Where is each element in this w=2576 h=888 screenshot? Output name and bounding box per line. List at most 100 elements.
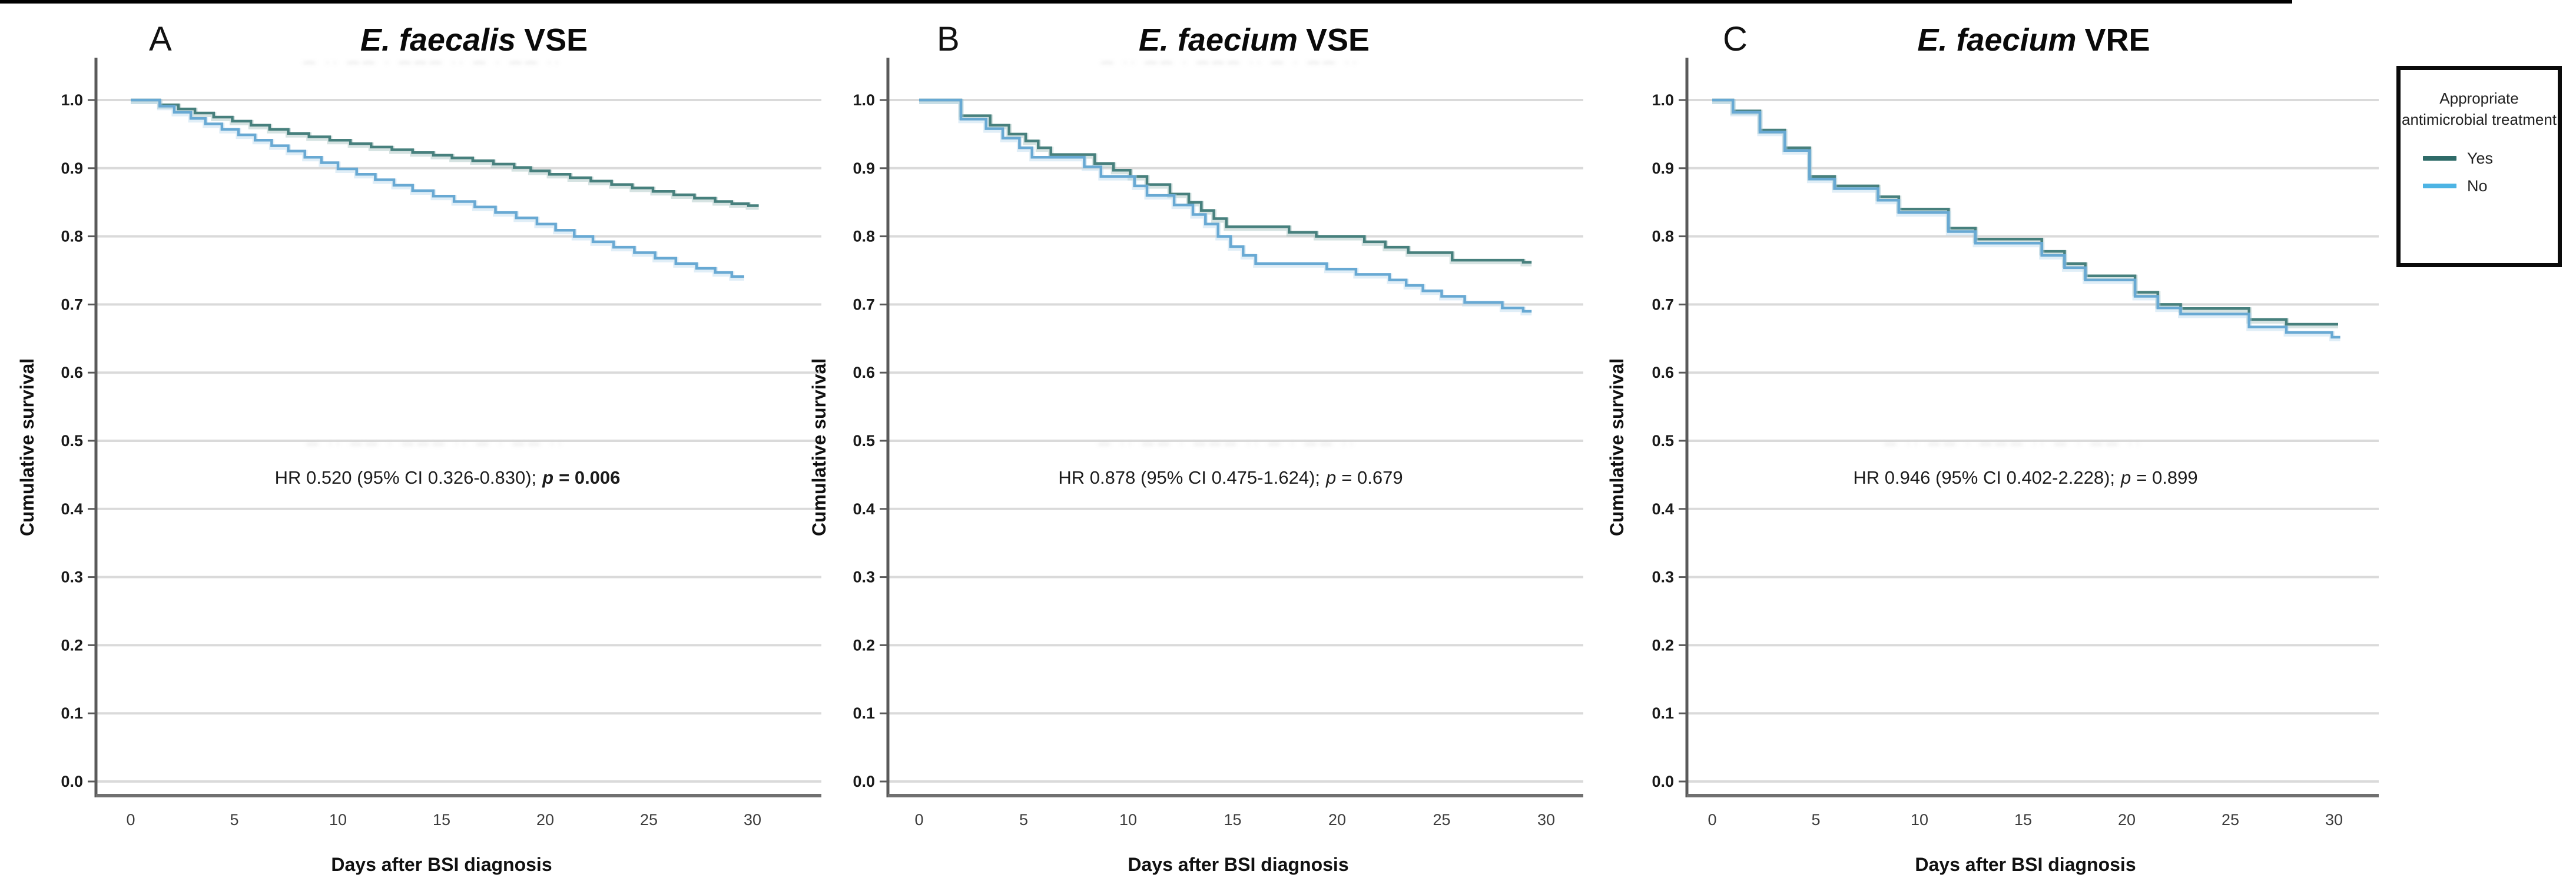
- y-tick-label: 0.2: [61, 636, 83, 654]
- x-tick-label: 25: [2222, 811, 2239, 829]
- ghost-artifact-title: — ·· —— · ——— ·· — · —— ··: [1101, 56, 1360, 69]
- hr-annotation-b: HR 0.878 (95% CI 0.475-1.624); p = 0.679: [1058, 467, 1403, 488]
- y-tick-label: 0.5: [1652, 432, 1674, 450]
- x-tick-label: 20: [1328, 811, 1346, 829]
- panel-title-a-suffix: VSE: [524, 22, 588, 58]
- y-tick-label: 0.7: [1652, 295, 1674, 313]
- y-tick-label: 0.8: [61, 228, 83, 245]
- y-tick-label: 1.0: [1652, 91, 1674, 109]
- panel-letter-a: A: [149, 20, 172, 58]
- y-tick-label: 0.8: [1652, 228, 1674, 245]
- hr-c-p: p: [2120, 467, 2131, 488]
- y-axis-title-a: Cumulative survival: [16, 358, 38, 536]
- x-tick-label: 10: [1119, 811, 1137, 829]
- x-tick-label: 10: [329, 811, 347, 829]
- x-tick-label: 25: [640, 811, 658, 829]
- y-tick-label: 0.2: [853, 636, 875, 654]
- ghost-artifact-hr: — ·· —— · ——— ·· — · —— ··: [1098, 437, 1357, 450]
- ghost-artifact-hr: — ·· —— · ——— ·· — · —— ··: [1884, 437, 2143, 450]
- x-axis-title-a: Days after BSI diagnosis: [331, 854, 552, 875]
- y-tick-label: 0.0: [61, 773, 83, 790]
- km-plot-b: 1.0 0.9 0.8 0.7 0.6 0.5 0.4 0.3 0.2 0.1 0.0 0 5 10 15 2…: [853, 56, 1583, 829]
- y-tick-label: 0.0: [853, 773, 875, 790]
- km-curve-no: [919, 98, 1532, 313]
- x-tick-label: 30: [2325, 811, 2343, 829]
- panel-title-b-suffix: VSE: [1306, 22, 1370, 58]
- y-tick-label: 0.8: [853, 228, 875, 245]
- hr-annotation-a: HR 0.520 (95% CI 0.326-0.830); p = 0.006: [275, 467, 621, 488]
- x-tick-label: 0: [914, 811, 923, 829]
- legend-row-no: No: [2423, 177, 2558, 195]
- x-tick-label: 5: [1811, 811, 1820, 829]
- x-tick-label: 10: [1911, 811, 1928, 829]
- y-tick-label: 0.9: [61, 159, 83, 177]
- x-tick-label: 20: [2118, 811, 2136, 829]
- yes-line-swatch: [2423, 156, 2456, 161]
- panel-title-b-species: E. faecium: [1139, 22, 1298, 58]
- y-tick-label: 0.1: [1652, 704, 1674, 722]
- hr-a-prefix: HR 0.520 (95% CI 0.326-0.830);: [275, 467, 537, 488]
- panel-letter-b: B: [937, 20, 960, 58]
- x-axis-title-c: Days after BSI diagnosis: [1915, 854, 2136, 875]
- y-tick-label: 0.3: [61, 568, 83, 586]
- x-axis-title-b: Days after BSI diagnosis: [1128, 854, 1348, 875]
- hr-b-value: = 0.679: [1341, 467, 1403, 488]
- y-axis-title-b: Cumulative survival: [808, 358, 830, 536]
- y-tick-label: 0.9: [853, 159, 875, 177]
- km-curve-no: [1712, 98, 2340, 339]
- x-tick-label: 20: [536, 811, 554, 829]
- hr-c-prefix: HR 0.946 (95% CI 0.402-2.228);: [1853, 467, 2115, 488]
- y-axis-title-c: Cumulative survival: [1606, 358, 1627, 536]
- km-plot-a: 1.0 0.9 0.8 0.7 0.6 0.5 0.4 0.3 0.2 0.1 0.0 0 5 10 15 2…: [61, 56, 821, 829]
- km-curve-yes: [131, 98, 759, 207]
- y-tick-label: 0.7: [61, 295, 83, 313]
- x-tick-label: 15: [433, 811, 450, 829]
- hr-a-p: p: [542, 467, 553, 488]
- x-tick-label: 0: [1708, 811, 1716, 829]
- hr-annotation-c: HR 0.946 (95% CI 0.402-2.228); p = 0.899: [1853, 467, 2197, 488]
- x-tick-label: 25: [1433, 811, 1450, 829]
- hr-c-value: = 0.899: [2136, 467, 2197, 488]
- y-tick-label: 1.0: [61, 91, 83, 109]
- x-tick-label: 30: [744, 811, 761, 829]
- legend-items: Yes No: [2401, 149, 2558, 195]
- no-line-swatch: [2423, 184, 2456, 189]
- legend-title: Appropriate antimicrobial treatment: [2402, 89, 2557, 129]
- km-curve-no: [131, 98, 744, 278]
- x-tick-label: 5: [1019, 811, 1028, 829]
- km-curve-halo-yes: [1712, 99, 2338, 328]
- y-tick-label: 0.9: [1652, 159, 1674, 177]
- hr-b-prefix: HR 0.878 (95% CI 0.475-1.624);: [1058, 467, 1320, 488]
- y-tick-label: 0.4: [1652, 500, 1674, 518]
- legend-label-no: No: [2467, 177, 2488, 195]
- x-tick-label: 0: [126, 811, 135, 829]
- x-tick-label: 15: [2014, 811, 2032, 829]
- y-tick-label: 0.4: [61, 500, 83, 518]
- legend-row-yes: Yes: [2423, 149, 2558, 168]
- y-tick-label: 0.4: [853, 500, 875, 518]
- y-tick-label: 0.7: [853, 295, 875, 313]
- y-tick-label: 0.2: [1652, 636, 1674, 654]
- legend-label-yes: Yes: [2467, 149, 2494, 167]
- km-plot-c: 1.0 0.9 0.8 0.7 0.6 0.5 0.4 0.3 0.2 0.1 0.0 0 5 10 15 2…: [1652, 58, 2379, 829]
- y-tick-label: 0.6: [1652, 364, 1674, 381]
- y-tick-label: 0.5: [853, 432, 875, 450]
- y-tick-label: 0.1: [853, 704, 875, 722]
- y-tick-label: 0.5: [61, 432, 83, 450]
- y-tick-label: 0.6: [61, 364, 83, 381]
- panel-letter-c: C: [1723, 20, 1748, 58]
- km-curve-yes: [1712, 98, 2338, 326]
- ghost-artifact-hr: — ·· —— · ——— ·· — · —— ··: [306, 437, 565, 450]
- legend: Appropriate antimicrobial treatment Yes …: [2396, 66, 2562, 267]
- hr-b-p: p: [1325, 467, 1336, 488]
- y-tick-label: 0.3: [1652, 568, 1674, 586]
- x-tick-label: 30: [1537, 811, 1555, 829]
- y-tick-label: 0.3: [853, 568, 875, 586]
- panel-title-c-suffix: VRE: [2085, 22, 2150, 58]
- figure-top-border: [0, 0, 2292, 4]
- x-tick-label: 15: [1224, 811, 1241, 829]
- panel-title-a-species: E. faecalis: [360, 22, 516, 58]
- ghost-artifact-title: — ·· —— · ——— ·· — · —— ··: [303, 56, 562, 69]
- panel-title-a: E. faecalis VSE: [360, 22, 588, 58]
